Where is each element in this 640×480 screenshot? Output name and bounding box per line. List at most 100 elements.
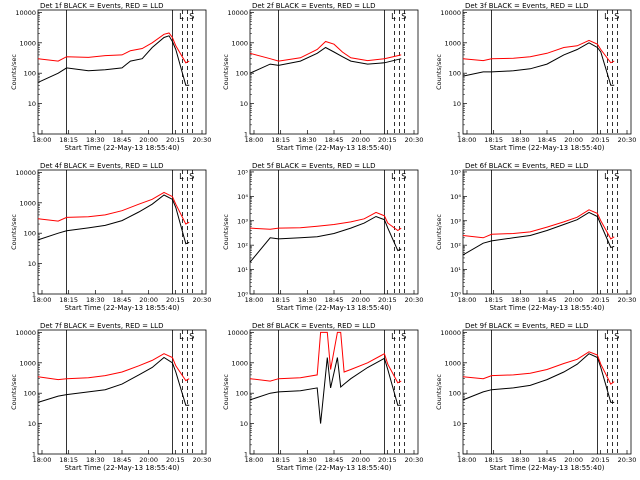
y-tick-label: 100 [24, 390, 36, 398]
x-tick-label: 18:15 [59, 456, 78, 464]
y-axis-label: Counts/sec [435, 214, 443, 250]
x-tick-label: 18:15 [271, 136, 290, 144]
y-tick-label: 10 [28, 260, 36, 268]
y-tick-label: 10⁴ [450, 193, 461, 201]
y-tick-label: 100 [236, 390, 248, 398]
x-tick-label: 20:15 [591, 136, 610, 144]
x-tick-label: 20:00 [351, 136, 370, 144]
y-tick-label: 10³ [450, 217, 461, 225]
y-tick-label: 10⁵ [450, 168, 461, 176]
x-tick-label: 20:15 [591, 296, 610, 304]
x-tick-label: 20:15 [378, 456, 397, 464]
x-tick-label: 20:15 [378, 296, 397, 304]
panel-title: Det 9f BLACK = Events, RED = LLD [465, 322, 588, 330]
panel-title: Det 1f BLACK = Events, RED = LLD [40, 2, 163, 10]
y-axis-label: Counts/sec [435, 54, 443, 90]
corner-mark-l: L [604, 332, 609, 341]
y-tick-label: 10000 [440, 9, 461, 17]
x-tick-label: 20:15 [166, 136, 185, 144]
x-tick-label: 18:45 [538, 296, 557, 304]
x-tick-label: 18:15 [484, 136, 503, 144]
y-tick-label: 1 [244, 131, 248, 139]
y-tick-label: 10⁵ [237, 168, 248, 176]
panel-title: Det 8f BLACK = Events, RED = LLD [252, 322, 375, 330]
x-tick-label: 20:00 [139, 136, 158, 144]
x-tick-label: 20:00 [564, 456, 583, 464]
y-tick-label: 10 [453, 100, 461, 108]
x-tick-label: 18:30 [86, 296, 105, 304]
x-axis-label: Start Time (22-May-13 18:55:40) [489, 304, 604, 312]
corner-mark-l: L [179, 332, 184, 341]
panel-det-9: Det 9f BLACK = Events, RED = LLD 1 10 100 10… [435, 322, 636, 472]
y-tick-label: 10 [240, 100, 248, 108]
x-tick-label: 18:00 [245, 296, 264, 304]
panel-title: Det 3f BLACK = Events, RED = LLD [465, 2, 588, 10]
y-axis-label: Counts/sec [10, 54, 18, 90]
series-events-line [462, 211, 615, 256]
y-tick-label: 1000 [231, 39, 248, 47]
series-events-line [37, 35, 190, 86]
y-axis-label: Counts/sec [10, 374, 18, 410]
panel-det-6: Det 6f BLACK = Events, RED = LLD 10⁰ 10¹ 10… [435, 162, 636, 312]
x-tick-label: 18:30 [298, 296, 317, 304]
x-tick-label: 18:15 [484, 456, 503, 464]
y-tick-label: 100 [24, 230, 36, 238]
x-tick-label: 20:00 [139, 456, 158, 464]
y-tick-label: 1000 [19, 39, 36, 47]
x-tick-label: 20:00 [139, 296, 158, 304]
corner-mark-s: S [614, 332, 619, 341]
series-lld-line [249, 331, 402, 384]
y-tick-label: 1000 [19, 199, 36, 207]
plot-frame [462, 169, 632, 295]
y-tick-label: 10000 [227, 329, 248, 337]
y-tick-label: 1000 [231, 359, 248, 367]
x-tick-label: 18:00 [458, 136, 477, 144]
x-tick-label: 18:15 [59, 296, 78, 304]
corner-mark-s: S [614, 172, 619, 181]
plot-frame [37, 329, 207, 455]
x-tick-label: 20:30 [405, 296, 424, 304]
series-events-line [37, 356, 190, 406]
y-tick-label: 1 [32, 451, 36, 459]
y-tick-label: 10000 [15, 329, 36, 337]
x-axis-label: Start Time (22-May-13 18:55:40) [276, 144, 391, 152]
y-axis-label: Counts/sec [435, 374, 443, 410]
series-events-line [249, 46, 402, 74]
panel-title: Det 7f BLACK = Events, RED = LLD [40, 322, 163, 330]
x-axis-label: Start Time (22-May-13 18:55:40) [276, 464, 391, 472]
x-tick-label: 20:00 [351, 296, 370, 304]
y-tick-label: 10000 [440, 329, 461, 337]
series-lld-line [462, 209, 615, 240]
corner-mark-l: L [391, 332, 396, 341]
corner-mark-s: S [401, 332, 406, 341]
x-tick-label: 18:00 [33, 456, 52, 464]
y-tick-label: 10000 [227, 9, 248, 17]
x-tick-label: 20:15 [378, 136, 397, 144]
x-tick-label: 18:30 [298, 456, 317, 464]
corner-mark-l: L [604, 172, 609, 181]
panel-det-4: Det 4f BLACK = Events, RED = LLD 1 10 100 10… [10, 162, 211, 312]
x-tick-label: 18:00 [245, 456, 264, 464]
x-tick-label: 18:45 [538, 136, 557, 144]
y-tick-label: 1 [32, 131, 36, 139]
corner-mark-l: L [391, 12, 396, 21]
y-tick-label: 10⁰ [237, 291, 248, 299]
x-tick-label: 20:00 [351, 456, 370, 464]
y-tick-label: 10 [240, 420, 248, 428]
x-tick-label: 20:15 [166, 456, 185, 464]
corner-mark-s: S [189, 332, 194, 341]
y-tick-label: 1 [457, 131, 461, 139]
y-axis-label: Counts/sec [222, 374, 230, 410]
series-lld-line [462, 39, 615, 64]
x-tick-label: 20:00 [564, 136, 583, 144]
panel-title: Det 4f BLACK = Events, RED = LLD [40, 162, 163, 170]
series-events-line [249, 357, 402, 424]
y-tick-label: 1000 [19, 359, 36, 367]
x-tick-label: 18:00 [245, 136, 264, 144]
y-tick-label: 10² [450, 242, 461, 250]
x-tick-label: 18:45 [113, 136, 132, 144]
y-tick-label: 100 [449, 390, 461, 398]
y-tick-label: 10000 [15, 9, 36, 17]
y-tick-label: 10 [28, 420, 36, 428]
y-tick-label: 10 [453, 420, 461, 428]
